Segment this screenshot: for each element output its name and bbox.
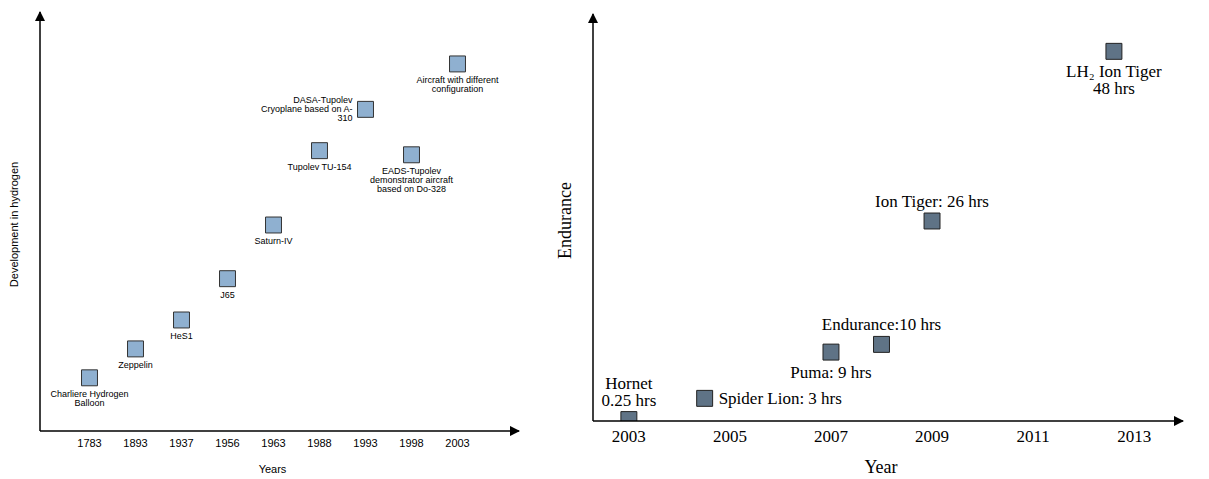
- svg-text:1988: 1988: [307, 437, 331, 449]
- svg-text:2013: 2013: [1117, 427, 1151, 446]
- svg-text:2005: 2005: [713, 427, 747, 446]
- svg-text:1893: 1893: [123, 437, 147, 449]
- svg-text:1963: 1963: [261, 437, 285, 449]
- svg-text:Endurance:10 hrs: Endurance:10 hrs: [822, 315, 941, 334]
- svg-text:2003: 2003: [612, 427, 646, 446]
- svg-text:Spider Lion: 3 hrs: Spider Lion: 3 hrs: [719, 389, 842, 408]
- svg-text:Year: Year: [864, 457, 897, 477]
- svg-text:Puma: 9 hrs: Puma: 9 hrs: [790, 363, 871, 382]
- svg-text:Saturn-IV: Saturn-IV: [254, 236, 292, 246]
- svg-text:Tupolev TU-154: Tupolev TU-154: [287, 162, 351, 172]
- svg-text:Ion Tiger: 26 hrs: Ion Tiger: 26 hrs: [875, 192, 989, 211]
- svg-text:DASA-TupolevCryoplane based on: DASA-TupolevCryoplane based on A-310: [261, 95, 353, 123]
- svg-text:1993: 1993: [353, 437, 377, 449]
- svg-text:EADS-Tupolevdemonstrator aircr: EADS-Tupolevdemonstrator aircraftbased o…: [370, 166, 454, 194]
- svg-text:Development in hydrogen: Development in hydrogen: [8, 162, 20, 287]
- svg-text:1956: 1956: [215, 437, 239, 449]
- svg-text:HeS1: HeS1: [170, 331, 193, 341]
- svg-text:1937: 1937: [169, 437, 193, 449]
- svg-text:Zeppelin: Zeppelin: [118, 360, 153, 370]
- svg-text:Endurance: Endurance: [555, 182, 575, 259]
- svg-text:2003: 2003: [445, 437, 469, 449]
- svg-text:2011: 2011: [1016, 427, 1049, 446]
- svg-text:Years: Years: [259, 463, 287, 475]
- svg-text:2007: 2007: [814, 427, 849, 446]
- svg-text:LH₂ Ion Tiger48 hrs: LH₂ Ion Tiger48 hrs: [1066, 62, 1162, 98]
- svg-text:2009: 2009: [915, 427, 949, 446]
- svg-text:1783: 1783: [77, 437, 101, 449]
- svg-text:Aircraft with differentconfigu: Aircraft with differentconfiguration: [417, 75, 499, 94]
- svg-text:Charliere HydrogenBalloon: Charliere HydrogenBalloon: [50, 389, 128, 408]
- svg-text:Hornet0.25 hrs: Hornet0.25 hrs: [601, 374, 656, 410]
- svg-text:J65: J65: [220, 290, 235, 300]
- svg-text:1998: 1998: [399, 437, 423, 449]
